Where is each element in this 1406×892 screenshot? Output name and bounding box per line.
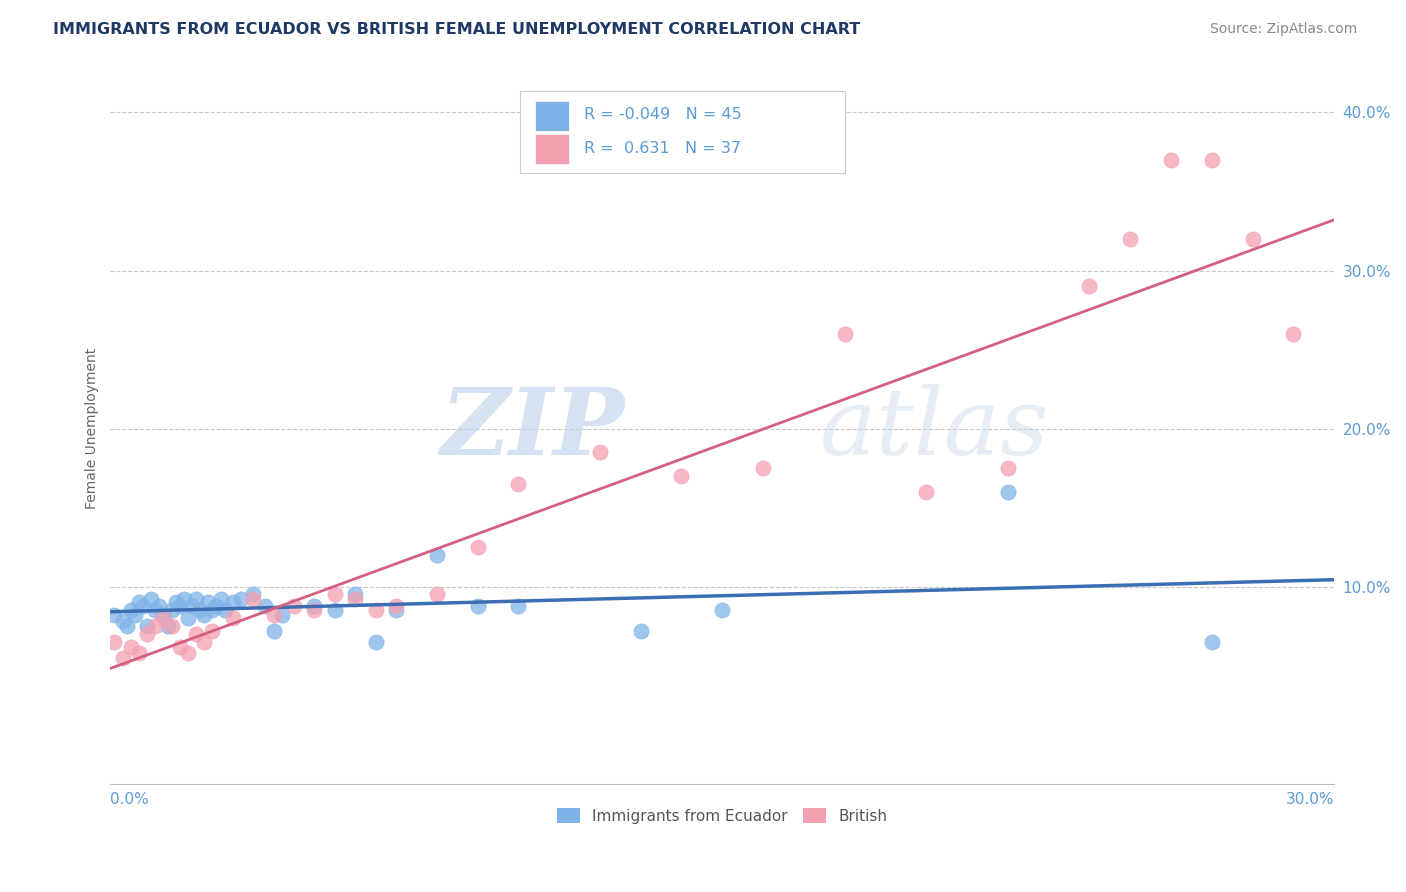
Point xyxy=(143,603,166,617)
Point xyxy=(128,595,150,609)
Point xyxy=(242,587,264,601)
Point xyxy=(165,595,187,609)
Point xyxy=(193,635,215,649)
Point xyxy=(188,603,211,617)
Point xyxy=(323,587,346,601)
Point xyxy=(209,592,232,607)
Text: IMMIGRANTS FROM ECUADOR VS BRITISH FEMALE UNEMPLOYMENT CORRELATION CHART: IMMIGRANTS FROM ECUADOR VS BRITISH FEMAL… xyxy=(53,22,860,37)
Point xyxy=(148,599,170,613)
Point xyxy=(834,326,856,341)
Point xyxy=(589,445,612,459)
Point xyxy=(344,592,367,607)
Bar xyxy=(536,101,569,130)
Point xyxy=(364,635,387,649)
Point xyxy=(283,599,305,613)
Point xyxy=(915,484,938,499)
Point xyxy=(103,607,125,622)
Point xyxy=(193,607,215,622)
Point xyxy=(141,592,163,607)
Text: 0.0%: 0.0% xyxy=(111,792,149,807)
Point xyxy=(344,587,367,601)
Point xyxy=(169,640,191,654)
Point xyxy=(160,619,183,633)
Point xyxy=(120,640,142,654)
Y-axis label: Female Unemployment: Female Unemployment xyxy=(86,348,100,509)
Text: ZIP: ZIP xyxy=(440,384,624,474)
Point xyxy=(201,603,224,617)
Point xyxy=(467,540,489,554)
Point xyxy=(181,599,204,613)
Point xyxy=(711,603,734,617)
Text: R =  0.631   N = 37: R = 0.631 N = 37 xyxy=(583,141,741,156)
Point xyxy=(304,599,326,613)
Point xyxy=(201,624,224,638)
Point xyxy=(426,587,449,601)
Point xyxy=(124,607,146,622)
Point xyxy=(173,592,195,607)
Point xyxy=(630,624,652,638)
Legend: Immigrants from Ecuador, British: Immigrants from Ecuador, British xyxy=(551,802,893,830)
Point xyxy=(385,603,408,617)
Point xyxy=(132,599,155,613)
Point xyxy=(214,603,236,617)
Point xyxy=(1160,153,1182,167)
Text: Source: ZipAtlas.com: Source: ZipAtlas.com xyxy=(1209,22,1357,37)
Point xyxy=(177,611,200,625)
Point xyxy=(508,599,530,613)
Point xyxy=(752,461,775,475)
Point xyxy=(136,619,159,633)
Point xyxy=(1241,232,1264,246)
Point xyxy=(222,595,245,609)
FancyBboxPatch shape xyxy=(520,91,845,172)
Point xyxy=(184,592,207,607)
Point xyxy=(1282,326,1305,341)
Text: atlas: atlas xyxy=(820,384,1050,474)
Point xyxy=(143,619,166,633)
Point xyxy=(1119,232,1142,246)
Point xyxy=(385,599,408,613)
Point xyxy=(120,603,142,617)
Point xyxy=(1078,279,1101,293)
Text: 30.0%: 30.0% xyxy=(1285,792,1334,807)
Point xyxy=(197,595,219,609)
Point xyxy=(508,476,530,491)
Point xyxy=(1201,635,1223,649)
Point xyxy=(671,469,693,483)
Point xyxy=(997,484,1019,499)
Point xyxy=(270,607,292,622)
Point xyxy=(364,603,387,617)
Point xyxy=(263,607,285,622)
Point xyxy=(152,611,174,625)
Point xyxy=(184,627,207,641)
Point xyxy=(103,635,125,649)
Point xyxy=(426,548,449,562)
Point xyxy=(304,603,326,617)
Point xyxy=(222,611,245,625)
Point xyxy=(160,603,183,617)
Point xyxy=(136,627,159,641)
Point xyxy=(177,646,200,660)
Text: R = -0.049   N = 45: R = -0.049 N = 45 xyxy=(583,107,742,122)
Point xyxy=(205,599,228,613)
Point xyxy=(242,592,264,607)
Point xyxy=(115,619,138,633)
Point xyxy=(156,619,179,633)
Point xyxy=(467,599,489,613)
Point xyxy=(1201,153,1223,167)
Point xyxy=(111,650,134,665)
Point xyxy=(254,599,277,613)
Point xyxy=(152,607,174,622)
Point xyxy=(229,592,252,607)
Point xyxy=(997,461,1019,475)
Point xyxy=(128,646,150,660)
Point xyxy=(169,599,191,613)
Point xyxy=(323,603,346,617)
Bar xyxy=(536,134,569,164)
Point xyxy=(111,615,134,629)
Point xyxy=(263,624,285,638)
